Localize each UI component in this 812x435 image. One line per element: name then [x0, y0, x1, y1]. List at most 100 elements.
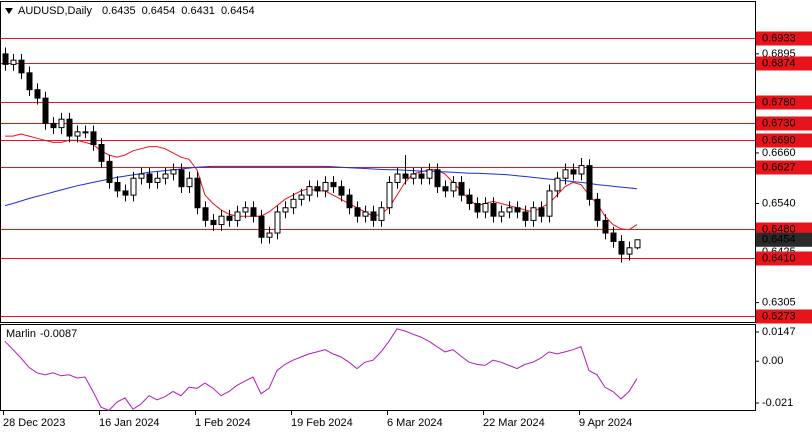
- price-box: [756, 232, 812, 247]
- x-tick-label: 9 Apr 2024: [579, 417, 632, 429]
- candle-body: [490, 203, 497, 217]
- chart-header: AUDUSD,Daily 0.6435 0.6454 0.6431 0.6454: [18, 5, 255, 17]
- chart-title: AUDUSD,Daily: [18, 5, 92, 17]
- x-tick-label: 22 Mar 2024: [483, 417, 545, 429]
- candle-body: [186, 177, 193, 188]
- candle-body: [266, 232, 273, 238]
- candle-body: [442, 186, 449, 192]
- candle-body: [58, 118, 65, 129]
- candle-body: [226, 215, 233, 221]
- candle-body: [450, 181, 457, 192]
- level-box: [756, 160, 812, 175]
- candle-body: [338, 186, 345, 196]
- level-box: [756, 31, 812, 46]
- y-tick-label: 0.6305: [762, 297, 796, 309]
- candle-body: [298, 194, 305, 200]
- candle-body: [146, 173, 153, 183]
- level-label: 0.6730: [762, 117, 796, 129]
- candle-body: [386, 181, 393, 209]
- candle-body: [162, 173, 169, 179]
- candle-body: [234, 211, 241, 221]
- candle-body: [594, 198, 601, 221]
- candle-body: [610, 232, 617, 242]
- candle-body: [114, 181, 121, 192]
- indicator-frame: [0, 324, 756, 411]
- price-label: 0.6454: [762, 234, 796, 246]
- candle-body: [98, 144, 105, 162]
- indicator-tick-label: 0.0147: [762, 326, 796, 338]
- indicator-tick-label: -0.021: [762, 397, 793, 409]
- candle-body: [66, 118, 73, 137]
- candle-body: [258, 215, 265, 238]
- candle-body: [282, 207, 289, 213]
- candle-body: [50, 122, 57, 129]
- candle-body: [506, 207, 513, 213]
- indicator-value: -0.0087: [40, 328, 77, 340]
- levels: [1, 38, 755, 317]
- level-box: [756, 251, 812, 266]
- candle-body: [602, 219, 609, 234]
- candle-body: [290, 198, 297, 209]
- x-tick-label: 28 Dec 2023: [3, 417, 65, 429]
- candle-body: [530, 207, 537, 221]
- candle-body: [402, 173, 409, 179]
- level-label: 0.6410: [762, 252, 796, 264]
- candle-body: [18, 59, 25, 74]
- candle-body: [362, 211, 369, 217]
- candle-body: [74, 131, 81, 137]
- candle-body: [394, 173, 401, 183]
- candle-body: [562, 169, 569, 179]
- candle-body: [522, 211, 529, 221]
- candle-body: [314, 186, 321, 192]
- candle-body: [202, 207, 209, 221]
- candle-body: [122, 190, 129, 196]
- header-low: 0.6431: [181, 5, 215, 17]
- candles: [2, 47, 641, 263]
- candle-body: [130, 177, 137, 196]
- candle-body: [154, 177, 161, 183]
- indicator: [4, 328, 638, 411]
- header-close: 0.6454: [221, 5, 255, 17]
- candle-body: [514, 207, 521, 213]
- candle-body: [322, 181, 329, 192]
- header-high: 0.6454: [142, 5, 176, 17]
- level-label: 0.6627: [762, 161, 796, 173]
- candle-body: [626, 247, 633, 255]
- candle-body: [578, 165, 585, 175]
- candle-body: [250, 207, 257, 217]
- x-tick-label: 6 Mar 2024: [387, 417, 443, 429]
- candle-body: [106, 160, 113, 183]
- candle-body: [546, 190, 553, 217]
- price-axis: 0.68950.66600.65400.64250.63050.69330.68…: [755, 31, 812, 409]
- candle-body: [346, 194, 353, 209]
- candle-body: [538, 207, 545, 217]
- candle-body: [410, 173, 417, 179]
- level-box: [756, 309, 812, 324]
- candle-body: [498, 211, 505, 217]
- candle-body: [378, 207, 385, 221]
- menu-triangle[interactable]: [5, 8, 13, 14]
- candle-body: [458, 181, 465, 196]
- level-label: 0.6780: [762, 96, 796, 108]
- candle-body: [242, 207, 249, 213]
- y-tick-label: 0.6660: [762, 147, 796, 159]
- level-box: [756, 95, 812, 110]
- candle-body: [434, 169, 441, 188]
- candle-body: [26, 72, 33, 91]
- candle-body: [90, 131, 97, 146]
- level-label: 0.6874: [762, 57, 796, 69]
- candle-body: [586, 165, 593, 200]
- candle-body: [170, 169, 177, 175]
- level-label: 0.6273: [762, 310, 796, 322]
- candle-body: [274, 211, 281, 234]
- candle-body: [10, 59, 17, 65]
- candle-body: [634, 239, 641, 249]
- main-frame: [0, 1, 756, 323]
- level-box: [756, 116, 812, 131]
- x-tick-label: 16 Jan 2024: [99, 417, 160, 429]
- time-axis: 28 Dec 2023 16 Jan 2024 1 Feb 2024 19 Feb 2…: [3, 411, 632, 429]
- candle-body: [34, 89, 41, 99]
- candle-body: [618, 240, 625, 255]
